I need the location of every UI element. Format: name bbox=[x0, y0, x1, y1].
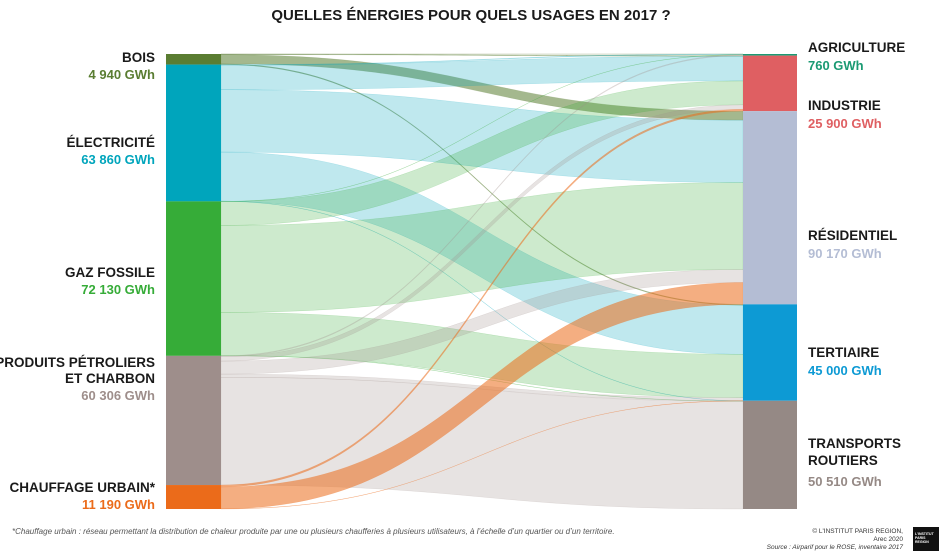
target-node-transports-routiers bbox=[743, 400, 797, 509]
source-node-gaz-fossile bbox=[166, 201, 221, 356]
logo-line-3: REGION bbox=[915, 540, 929, 544]
sankey-links bbox=[220, 53, 744, 510]
institute-logo: L'INSTITUT PARIS REGION bbox=[913, 527, 939, 551]
target-value-indus: 25 900 GWh bbox=[808, 116, 882, 131]
target-node-industrie bbox=[743, 55, 797, 112]
footnote: *Chauffage urbain : réseau permettant la… bbox=[12, 527, 615, 536]
source-node-produits-petroliers-et-charbon bbox=[166, 355, 221, 486]
source-label-bois: BOIS bbox=[122, 50, 155, 65]
source-label-petro-2: ET CHARBON bbox=[65, 371, 155, 386]
target-node-residentiel bbox=[743, 111, 797, 305]
credit-line-2: Arec 2020 bbox=[873, 536, 903, 543]
source-value-gaz: 72 130 GWh bbox=[81, 282, 155, 297]
source-value-elec: 63 860 GWh bbox=[81, 152, 155, 167]
target-value-agri: 760 GWh bbox=[808, 58, 864, 73]
target-node-agriculture bbox=[743, 54, 797, 56]
target-node-tertiaire bbox=[743, 304, 797, 401]
target-label-resid: RÉSIDENTIEL bbox=[808, 228, 897, 243]
target-label-indus: INDUSTRIE bbox=[808, 98, 881, 113]
target-value-resid: 90 170 GWh bbox=[808, 246, 882, 261]
target-label-trans-2: ROUTIERS bbox=[808, 453, 878, 468]
source-node-chauffage-urbain bbox=[166, 485, 221, 509]
target-value-trans: 50 510 GWh bbox=[808, 474, 882, 489]
source-node-bois bbox=[166, 54, 221, 65]
source-node-electricite bbox=[166, 64, 221, 202]
source-value-petro: 60 306 GWh bbox=[81, 388, 155, 403]
target-label-trans-1: TRANSPORTS bbox=[808, 436, 901, 451]
logo-line-2: PARIS bbox=[915, 536, 926, 540]
source-value-bois: 4 940 GWh bbox=[89, 67, 156, 82]
target-label-tert: TERTIAIRE bbox=[808, 345, 879, 360]
source-label-petro-1: PRODUITS PÉTROLIERS bbox=[0, 355, 155, 370]
credit-line-1: © L'INSTITUT PARIS REGION, bbox=[812, 528, 903, 535]
sankey-nodes bbox=[166, 54, 797, 509]
target-label-agri: AGRICULTURE bbox=[808, 40, 905, 55]
source-label-chauf: CHAUFFAGE URBAIN* bbox=[9, 480, 155, 495]
chart-title: QUELLES ÉNERGIES POUR QUELS USAGES EN 20… bbox=[271, 7, 670, 24]
source-text: Source : Airparif pour le ROSE, inventai… bbox=[766, 544, 903, 551]
source-label-gaz: GAZ FOSSILE bbox=[65, 265, 155, 280]
sankey-labels: BOIS 4 940 GWh ÉLECTRICITÉ 63 860 GWh GAZ FO… bbox=[0, 40, 905, 512]
source-value-chauf: 11 190 GWh bbox=[82, 497, 155, 512]
logo-line-1: L'INSTITUT bbox=[915, 532, 934, 536]
source-label-elec: ÉLECTRICITÉ bbox=[66, 135, 155, 150]
target-value-tert: 45 000 GWh bbox=[808, 363, 882, 378]
